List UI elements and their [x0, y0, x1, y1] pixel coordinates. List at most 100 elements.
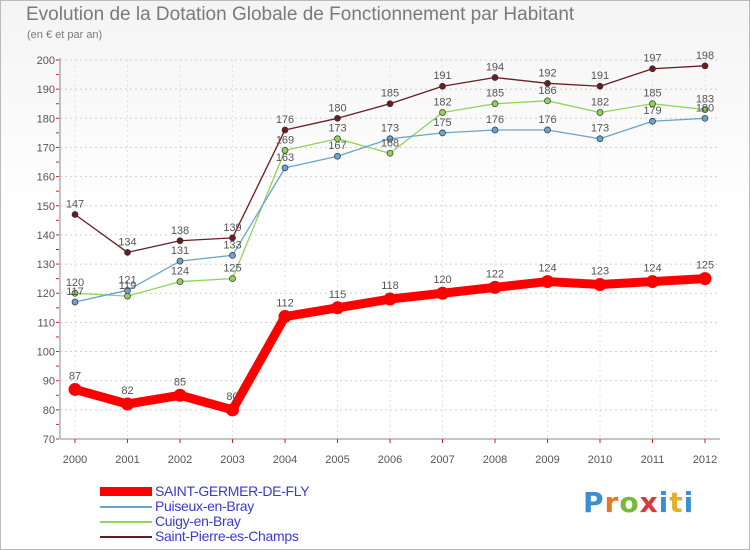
- data-label-puiseux: 163: [276, 152, 294, 164]
- data-label-saint: 85: [174, 376, 186, 388]
- data-point-saint: [383, 292, 397, 306]
- data-label-puiseux: 175: [433, 117, 451, 129]
- data-label-cuigy: 173: [328, 123, 346, 135]
- data-point-pierre: [439, 82, 446, 90]
- data-point-saint: [278, 310, 292, 324]
- x-tick-label: 2006: [378, 454, 402, 466]
- data-label-cuigy: 124: [171, 266, 189, 278]
- data-label-pierre: 194: [486, 61, 504, 73]
- data-label-cuigy: 182: [591, 96, 609, 108]
- data-label-puiseux: 121: [118, 274, 136, 286]
- data-point-pierre: [649, 65, 656, 73]
- data-point-pierre: [701, 62, 709, 70]
- data-label-cuigy: 185: [486, 88, 504, 100]
- data-label-cuigy: 183: [696, 94, 714, 106]
- legend-label: Saint-Pierre-es-Champs: [155, 528, 299, 544]
- data-point-puiseux: [544, 126, 551, 134]
- data-label-pierre: 197: [643, 53, 661, 65]
- x-tick-label: 2008: [483, 454, 507, 466]
- x-tick-label: 2000: [63, 454, 87, 466]
- data-point-cuigy: [124, 292, 131, 300]
- x-tick-label: 2009: [535, 454, 559, 466]
- data-point-pierre: [176, 237, 184, 245]
- data-point-cuigy: [439, 109, 446, 116]
- data-label-saint: 123: [591, 265, 609, 277]
- data-label-pierre: 185: [381, 88, 399, 100]
- data-point-cuigy: [596, 109, 604, 116]
- y-tick-label: 120: [37, 288, 55, 300]
- data-label-puiseux: 176: [486, 114, 504, 126]
- data-label-pierre: 191: [433, 70, 451, 82]
- data-point-pierre: [491, 74, 499, 81]
- data-label-cuigy: 168: [381, 137, 399, 149]
- data-point-puiseux: [386, 135, 394, 143]
- x-tick-label: 2007: [430, 454, 454, 466]
- data-point-cuigy: [649, 100, 656, 108]
- data-label-cuigy: 125: [223, 263, 241, 275]
- data-label-pierre: 134: [118, 236, 136, 248]
- data-label-saint: 87: [69, 370, 81, 382]
- data-point-pierre: [334, 114, 341, 122]
- data-point-cuigy: [176, 278, 184, 285]
- data-point-puiseux: [281, 164, 289, 172]
- data-point-pierre: [386, 100, 394, 108]
- data-point-pierre: [544, 79, 551, 87]
- data-point-pierre: [124, 249, 131, 256]
- data-point-cuigy: [701, 106, 709, 113]
- data-label-saint: 124: [643, 263, 661, 275]
- data-point-puiseux: [229, 251, 236, 259]
- data-label-saint: 82: [121, 385, 133, 397]
- legend-swatch: [100, 487, 152, 496]
- x-tick-label: 2001: [115, 454, 139, 466]
- chart-title: Evolution de la Dotation Globale de Fonc…: [26, 4, 575, 25]
- data-point-cuigy: [386, 149, 394, 157]
- data-label-saint: 80: [226, 391, 238, 403]
- data-label-puiseux: 133: [223, 239, 241, 251]
- legend-swatch: [100, 521, 152, 523]
- data-point-puiseux: [124, 286, 131, 294]
- data-label-puiseux: 131: [171, 245, 189, 257]
- data-label-puiseux: 180: [696, 102, 714, 114]
- data-point-saint: [541, 275, 554, 289]
- proxiti-logo: Proxiti: [583, 486, 695, 519]
- y-tick-label: 160: [37, 172, 55, 184]
- x-tick-label: 2003: [220, 454, 244, 466]
- data-point-saint: [331, 301, 344, 315]
- data-point-saint: [646, 275, 659, 289]
- y-tick-label: 140: [37, 230, 55, 242]
- data-point-pierre: [281, 126, 289, 134]
- y-tick-label: 70: [43, 434, 55, 446]
- data-point-pierre: [229, 234, 236, 242]
- data-point-cuigy: [229, 275, 236, 283]
- data-label-cuigy: 185: [643, 88, 661, 100]
- data-label-puiseux: 179: [643, 105, 661, 117]
- y-tick-label: 150: [37, 201, 55, 213]
- data-point-saint: [488, 280, 502, 294]
- legend-label: Puiseux-en-Bray: [155, 498, 254, 514]
- data-point-puiseux: [439, 129, 446, 137]
- data-label-cuigy: 119: [119, 280, 137, 292]
- legend-label: SAINT-GERMER-DE-FLY: [155, 483, 310, 499]
- data-point-saint: [68, 382, 82, 396]
- x-tick-label: 2012: [693, 454, 717, 466]
- data-point-puiseux: [701, 114, 709, 122]
- y-tick-label: 180: [37, 113, 55, 125]
- data-label-pierre: 192: [538, 67, 556, 79]
- data-label-puiseux: 173: [591, 123, 609, 135]
- data-label-puiseux: 173: [381, 123, 399, 135]
- x-tick-label: 2005: [325, 454, 349, 466]
- legend-swatch: [100, 536, 152, 538]
- data-point-saint: [121, 397, 134, 411]
- data-point-cuigy: [334, 135, 341, 143]
- data-point-puiseux: [334, 152, 341, 160]
- data-label-pierre: 198: [696, 50, 714, 62]
- data-point-pierre: [71, 211, 79, 218]
- data-label-cuigy: 182: [433, 96, 451, 108]
- y-tick-label: 190: [37, 84, 55, 96]
- data-label-cuigy: 120: [66, 277, 84, 289]
- x-tick-label: 2010: [588, 454, 612, 466]
- y-tick-label: 110: [37, 317, 55, 329]
- x-tick-label: 2011: [641, 454, 665, 466]
- data-point-cuigy: [281, 147, 289, 154]
